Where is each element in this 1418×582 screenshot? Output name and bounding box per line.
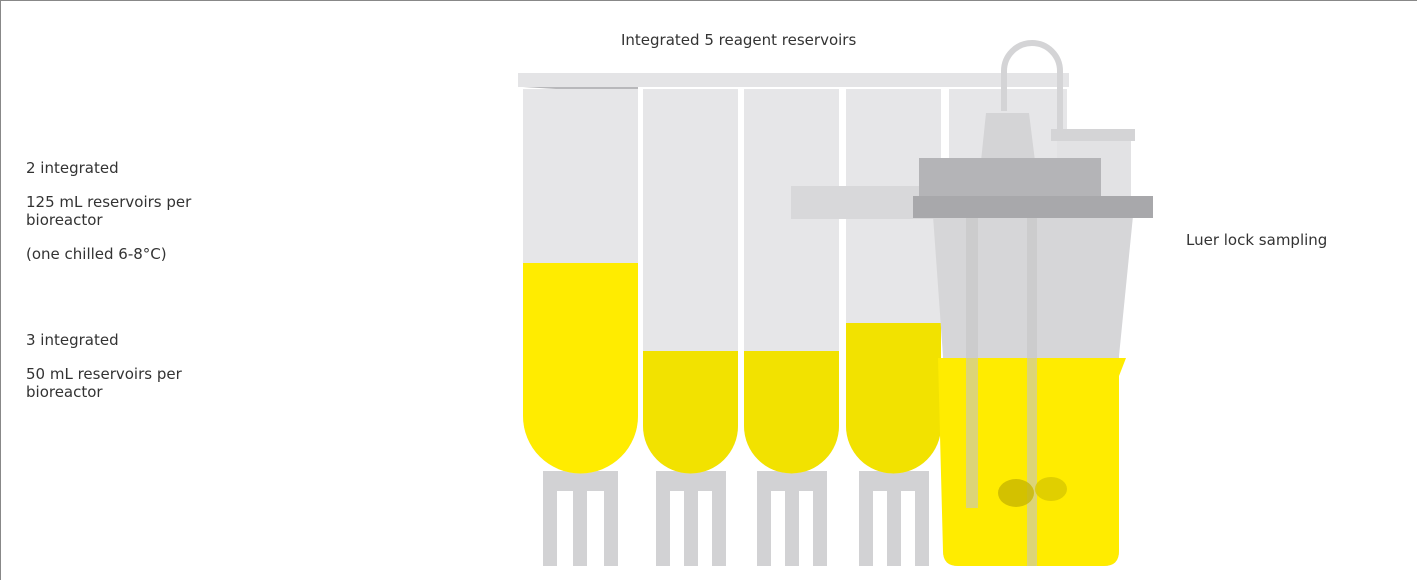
left-group: 2 integrated 125 mL reservoirs per biorea… xyxy=(26,159,256,279)
label-line: 50 mL reservoirs per bioreactor xyxy=(26,365,182,401)
label-line: 125 mL reservoirs per bioreactor xyxy=(26,193,192,229)
label-line: 3 integrated xyxy=(26,331,119,349)
right-label: Luer lock sampling xyxy=(1186,231,1328,249)
reservoirs xyxy=(523,89,1067,474)
bioreactor xyxy=(791,40,1153,566)
legs xyxy=(543,471,929,566)
label-line: 2 integrated xyxy=(26,159,119,177)
top-bar xyxy=(518,73,1069,87)
label-line: (one chilled 6-8°C) xyxy=(26,245,167,263)
left-group: 3 integrated 50 mL reservoirs per bioreac… xyxy=(26,331,256,417)
title: Integrated 5 reagent reservoirs xyxy=(621,31,857,49)
